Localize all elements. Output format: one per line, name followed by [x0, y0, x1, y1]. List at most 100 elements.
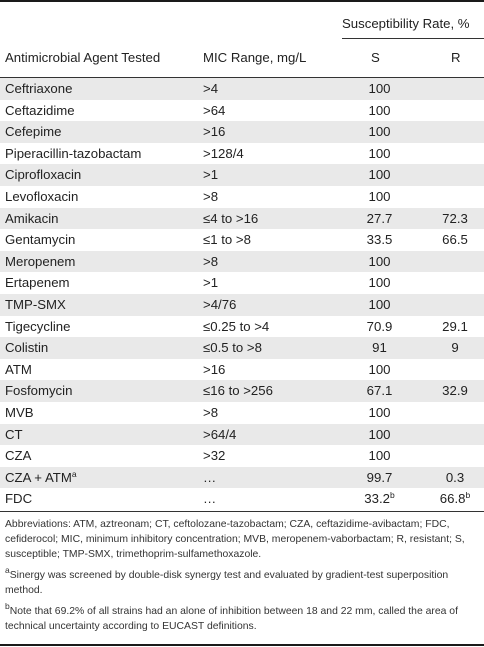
- cell-susceptible: 100: [342, 143, 417, 165]
- table-row: CZA >32 100: [0, 445, 484, 467]
- cell-agent: Fosfomycin: [5, 380, 72, 402]
- cell-mic-range: >64: [203, 100, 225, 122]
- table-row: Meropenem >8 100: [0, 250, 484, 273]
- cell-agent: Colistin: [5, 337, 48, 359]
- table-row: Ciprofloxacin >1 100: [0, 164, 484, 186]
- cell-mic-range-text: ≤0.25 to >4: [203, 318, 270, 334]
- cell-agent-text: Colistin: [5, 340, 49, 356]
- cell-susceptible-text: 100: [368, 145, 391, 161]
- column-header-agent: Antimicrobial Agent Tested: [5, 50, 161, 65]
- cell-agent: Piperacillin-tazobactam: [5, 143, 141, 165]
- cell-susceptible-text: 100: [368, 275, 391, 291]
- cell-mic-range: >1: [203, 164, 218, 186]
- cell-resistant-text: 66.5: [442, 232, 468, 248]
- cell-mic-range: >4: [203, 78, 218, 100]
- cell-agent-text: Ceftriaxone: [5, 81, 73, 96]
- cell-susceptible: 100: [342, 294, 417, 316]
- cell-agent: Amikacin: [5, 208, 59, 230]
- cell-mic-range-text: >8: [203, 253, 219, 269]
- cell-mic-range-text: >64/4: [203, 426, 237, 442]
- footnote-b: bNote that 69.2% of all strains had an a…: [5, 601, 479, 634]
- cell-agent: Meropenem: [5, 251, 75, 273]
- table-bottom-rule: [0, 644, 484, 646]
- cell-susceptible-text: 70.9: [366, 318, 393, 334]
- abbreviations-note: Abbreviations: ATM, aztreonam; CT, cefto…: [5, 519, 465, 560]
- cell-susceptible: 100: [342, 251, 417, 273]
- cell-susceptible: 33.5: [342, 229, 417, 251]
- cell-agent: FDC: [5, 488, 32, 510]
- cell-mic-range-text: >16: [203, 361, 226, 377]
- cell-mic-range-text: >8: [203, 188, 219, 204]
- cell-agent: Cefepime: [5, 121, 61, 143]
- cell-mic-range-text: ≤0.5 to >8: [203, 340, 262, 356]
- cell-mic-range-text: …: [203, 469, 217, 485]
- cell-agent: Ceftazidime: [5, 100, 75, 122]
- cell-susceptible-text: 100: [368, 81, 391, 96]
- susceptibility-rate-group-header: Susceptibility Rate, %: [342, 16, 470, 31]
- table-row: ATM >16 100: [0, 359, 484, 381]
- cell-mic-range-text: ≤4 to >16: [203, 210, 259, 226]
- cell-mic-range: >64/4: [203, 424, 236, 446]
- cell-susceptible-text: 100: [368, 404, 391, 420]
- column-header-susceptible: S: [371, 50, 380, 65]
- cell-mic-range: >8: [203, 402, 218, 424]
- cell-susceptible-text: 100: [368, 167, 391, 183]
- cell-susceptible: 67.1: [342, 380, 417, 402]
- cell-resistant-footnote-mark: b: [465, 490, 471, 501]
- cell-agent-text: Cefepime: [5, 124, 62, 140]
- cell-agent-text: Tigecycline: [5, 318, 71, 334]
- cell-resistant-text: 9: [451, 340, 459, 356]
- cell-agent-text: CZA + ATM: [5, 469, 72, 485]
- cell-mic-range-text: >128/4: [203, 145, 244, 161]
- cell-mic-range: ≤1 to >8: [203, 229, 251, 251]
- cell-agent: TMP-SMX: [5, 294, 66, 316]
- cell-susceptible: 100: [342, 424, 417, 446]
- cell-mic-range-text: >1: [203, 275, 219, 291]
- table-row: CT >64/4 100: [0, 423, 484, 446]
- cell-resistant-text: 66.8: [439, 491, 466, 507]
- table-header-rule: [0, 77, 484, 78]
- cell-susceptible: 100: [342, 164, 417, 186]
- table-top-rule: [0, 0, 484, 2]
- column-header-resistant: R: [451, 50, 461, 65]
- table-row: Cefepime >16 100: [0, 121, 484, 143]
- table-row: Levofloxacin >8 100: [0, 186, 484, 208]
- cell-agent-text: Gentamycin: [5, 232, 76, 248]
- cell-agent-text: Ertapenem: [5, 275, 70, 291]
- cell-agent-text: Ceftazidime: [5, 102, 75, 118]
- cell-susceptible-text: 27.7: [366, 210, 393, 226]
- cell-resistant-text: 32.9: [442, 383, 468, 399]
- cell-susceptible: 27.7: [342, 208, 417, 230]
- cell-resistant: 29.1: [426, 316, 484, 338]
- footnote-b-text: Note that 69.2% of all strains had an al…: [5, 606, 458, 632]
- cell-agent: Ertapenem: [5, 272, 70, 294]
- cell-mic-range: >128/4: [203, 143, 244, 165]
- cell-susceptible-text: 100: [368, 448, 391, 464]
- table-row: Ceftazidime >64 100: [0, 100, 484, 122]
- cell-mic-range: >8: [203, 251, 218, 273]
- cell-agent-text: Ciprofloxacin: [5, 167, 82, 183]
- cell-susceptible: 91: [342, 337, 417, 359]
- cell-resistant: 66.8b: [426, 488, 484, 510]
- cell-agent: Gentamycin: [5, 229, 75, 251]
- cell-agent-footnote-mark: a: [71, 468, 77, 479]
- cell-susceptible: 33.2b: [342, 488, 417, 510]
- cell-agent: ATM: [5, 359, 32, 381]
- footnote-b-mark: b: [5, 601, 10, 611]
- cell-susceptible-text: 91: [372, 340, 387, 356]
- cell-susceptible: 100: [342, 445, 417, 467]
- cell-resistant: 72.3: [426, 208, 484, 230]
- cell-susceptible-footnote-mark: b: [389, 490, 395, 501]
- cell-susceptible-text: 100: [368, 361, 391, 377]
- cell-susceptible: 100: [342, 186, 417, 208]
- cell-agent-text: Fosfomycin: [5, 383, 73, 399]
- cell-agent: CZA: [5, 445, 31, 467]
- cell-mic-range: >16: [203, 359, 225, 381]
- cell-susceptible-text: 100: [368, 426, 391, 442]
- cell-resistant-text: 29.1: [442, 318, 468, 334]
- group-header-underline: [342, 38, 484, 39]
- table-row: CZA + ATMa … 99.7 0.3: [0, 466, 484, 489]
- column-header-mic-range: MIC Range, mg/L: [203, 50, 307, 65]
- table-body: Ceftriaxone >4 100 Ceftazidime >64 100 Cefepim…: [0, 78, 484, 510]
